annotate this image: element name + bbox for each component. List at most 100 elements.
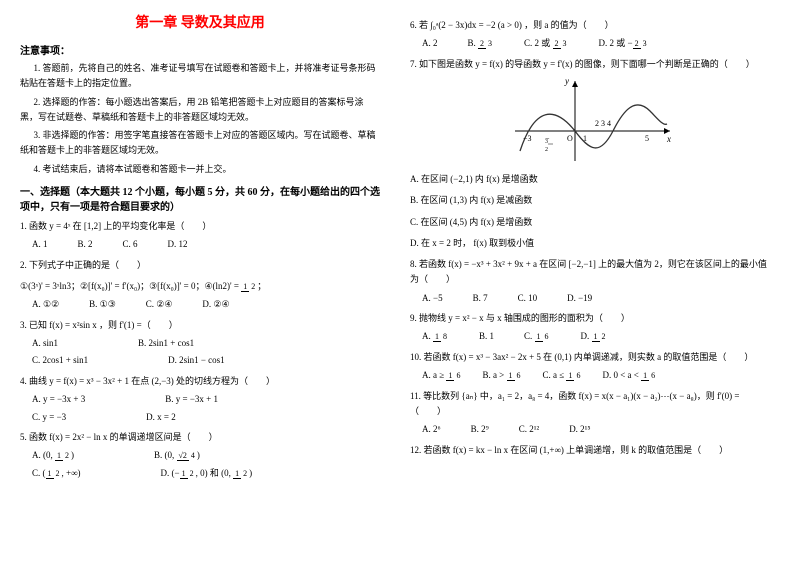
q2-d: D. ②④ [202,297,229,311]
svg-text:x: x [666,134,671,144]
svg-text:3: 3 [545,139,548,145]
left-column: 第一章 导数及其应用 注意事项： 1. 答题前，先将自己的姓名、准考证号填写在试… [20,12,380,483]
right-column: 6. 若 ∫₀ᵃ(2 − 3x)dx = −2 (a > 0) ，则 a 的值为… [410,12,770,483]
q1-c: C. 6 [123,237,138,251]
q9-c-label: C. [524,331,535,341]
q11-b: B. 2⁹ [471,422,489,436]
q9-options: A. 18 B. 1 C. 16 D. 12 [422,329,770,343]
graph-svg: y x O −3 − 3 2 1 2 3 4 5 [505,76,675,166]
part1-header: 一、选择题（本大题共 12 个小题，每小题 5 分，共 60 分，在每小题给出的… [20,183,380,213]
q5-b-label: B. [154,450,165,460]
q5-a-label: A. [32,450,43,460]
q10: 10. 若函数 f(x) = x³ − 3ax² − 2x + 5 在 (0,1… [410,350,770,365]
q5-b: B. (0, √24) [154,448,200,462]
q10-a: A. a ≥ 16 [422,368,462,382]
q5-d-label: D. [161,468,172,478]
exam-page: 第一章 导数及其应用 注意事项： 1. 答题前，先将自己的姓名、准考证号填写在试… [0,0,800,495]
q4: 4. 曲线 y = f(x) = x³ − 3x² + 1 在点 (2,−3) … [20,374,380,389]
q3-d: D. 2sin1 − cos1 [168,353,225,367]
svg-text:−3: −3 [523,134,532,143]
q11-options: A. 2⁶ B. 2⁹ C. 2¹² D. 2¹⁵ [422,422,770,436]
q5: 5. 函数 f(x) = 2x² − ln x 的单调递增区间是（ ） [20,430,380,445]
q9: 9. 抛物线 y = x² − x 与 x 轴围成的图形的面积为（ ） [410,311,770,326]
q9-b: B. 1 [479,329,494,343]
q10-d: D. 0 < a < 16 [602,368,657,382]
q3-options-2: C. 2cos1 + sin1 D. 2sin1 − cos1 [32,353,380,367]
q6-d: D. 2 或 −23 [599,36,649,50]
q7-b: B. 在区间 (1,3) 内 f(x) 是减函数 [410,193,770,208]
q5-d: D. (−12, 0) 和 (0, 12) [161,466,253,480]
q1-b: B. 2 [78,237,93,251]
q8-d: D. −19 [567,291,592,305]
q10-options: A. a ≥ 16 B. a > 16 C. a ≤ 16 D. 0 < a <… [422,368,770,382]
q11-d: D. 2¹⁵ [569,422,590,436]
q1: 1. 函数 y = 4ˣ 在 [1,2] 上的平均变化率是（ ） [20,219,380,234]
q5-options-2: C. (12, +∞) D. (−12, 0) 和 (0, 12) [32,466,380,480]
q5-c: C. (12, +∞) [32,466,81,480]
q7-c: C. 在区间 (4,5) 内 f(x) 是增函数 [410,215,770,230]
q7-a: A. 在区间 (−2,1) 内 f(x) 是增函数 [410,172,770,187]
q2: 2. 下列式子中正确的是（ ） [20,258,380,273]
q5-c-label: C. [32,468,43,478]
q9-c: C. 16 [524,329,551,343]
svg-text:y: y [564,76,569,86]
q5-a: A. (0, 12) [32,448,74,462]
q8-c: C. 10 [518,291,538,305]
q6-d-label: D. 2 或 − [599,38,633,48]
q3-a: A. sin1 [32,336,58,350]
q11: 11. 等比数列 {aₙ} 中，a₁ = 2，a₈ = 4，函数 f(x) = … [410,389,770,420]
q10-d-label: D. 0 < a < [602,370,641,380]
q3-b: B. 2sin1 + cos1 [138,336,194,350]
q4-d: D. x = 2 [146,410,176,424]
q6-c-label: C. 2 或 [524,38,553,48]
q4-b: B. y = −3x + 1 [165,392,218,406]
q6-b-label: B. [468,38,479,48]
chapter-title: 第一章 导数及其应用 [20,12,380,32]
q10-c-label: C. a ≤ [543,370,567,380]
q9-a: A. 18 [422,329,449,343]
q2-options: A. ①② B. ①③ C. ②④ D. ②④ [32,297,380,311]
q4-options-2: C. y = −3 D. x = 2 [32,410,380,424]
svg-text:O: O [567,134,573,143]
q6-b: B. 23 [468,36,495,50]
notice-4: 4. 考试结束后，请将本试题卷和答题卡一并上交。 [20,162,380,177]
q9-d: D. 12 [581,329,608,343]
q2-b: B. ①③ [89,297,116,311]
svg-text:2: 2 [545,147,548,153]
q1-d: D. 12 [168,237,188,251]
q6: 6. 若 ∫₀ᵃ(2 − 3x)dx = −2 (a > 0) ，则 a 的值为… [410,18,770,33]
q5-options-1: A. (0, 12) B. (0, √24) [32,448,380,462]
q2-frac: 12 [241,283,257,291]
q7-d: D. 在 x = 2 时， f(x) 取到极小值 [410,236,770,251]
q10-b: B. a > 16 [482,368,522,382]
notice-header: 注意事项： [20,42,380,57]
q11-c: C. 2¹² [519,422,539,436]
q12: 12. 若函数 f(x) = kx − ln x 在区间 (1,+∞) 上单调递… [410,443,770,458]
q9-a-label: A. [422,331,433,341]
q8-b: B. 7 [473,291,488,305]
q1-a: A. 1 [32,237,48,251]
q11-a: A. 2⁶ [422,422,441,436]
notice-2: 2. 选择题的作答：每小题选出答案后，用 2B 铅笔把答题卡上对应题目的答案标号… [20,95,380,126]
q8: 8. 若函数 f(x) = −x³ + 3x² + 9x + a 在区间 [−2… [410,257,770,288]
q6-a: A. 2 [422,36,438,50]
derivative-graph: y x O −3 − 3 2 1 2 3 4 5 [505,76,675,166]
q3-c: C. 2cos1 + sin1 [32,353,88,367]
q8-a: A. −5 [422,291,443,305]
q9-d-label: D. [581,331,592,341]
q3-options-1: A. sin1 B. 2sin1 + cos1 [32,336,380,350]
q8-options: A. −5 B. 7 C. 10 D. −19 [422,291,770,305]
q2-formula-text: ①(3ˣ)' = 3ˣln3；②[f(x₀)]' = f'(x₀)；③[f(x₀… [20,281,241,291]
q6-c: C. 2 或 23 [524,36,569,50]
notice-3: 3. 非选择题的作答：用签字笔直接答在答题卡上对应的答题区域内。写在试题卷、草稿… [20,128,380,159]
q7: 7. 如下图是函数 y = f(x) 的导函数 y = f'(x) 的图像，则下… [410,57,770,72]
q6-options: A. 2 B. 23 C. 2 或 23 D. 2 或 −23 [422,36,770,50]
q1-options: A. 1 B. 2 C. 6 D. 12 [32,237,380,251]
notice-1: 1. 答题前，先将自己的姓名、准考证号填写在试题卷和答题卡上，并将准考证号条形码… [20,61,380,92]
svg-text:5: 5 [645,134,649,143]
q2-c: C. ②④ [146,297,173,311]
q10-b-label: B. a > [482,370,506,380]
q4-a: A. y = −3x + 3 [32,392,85,406]
q10-a-label: A. a ≥ [422,370,446,380]
q4-options-1: A. y = −3x + 3 B. y = −3x + 1 [32,392,380,406]
